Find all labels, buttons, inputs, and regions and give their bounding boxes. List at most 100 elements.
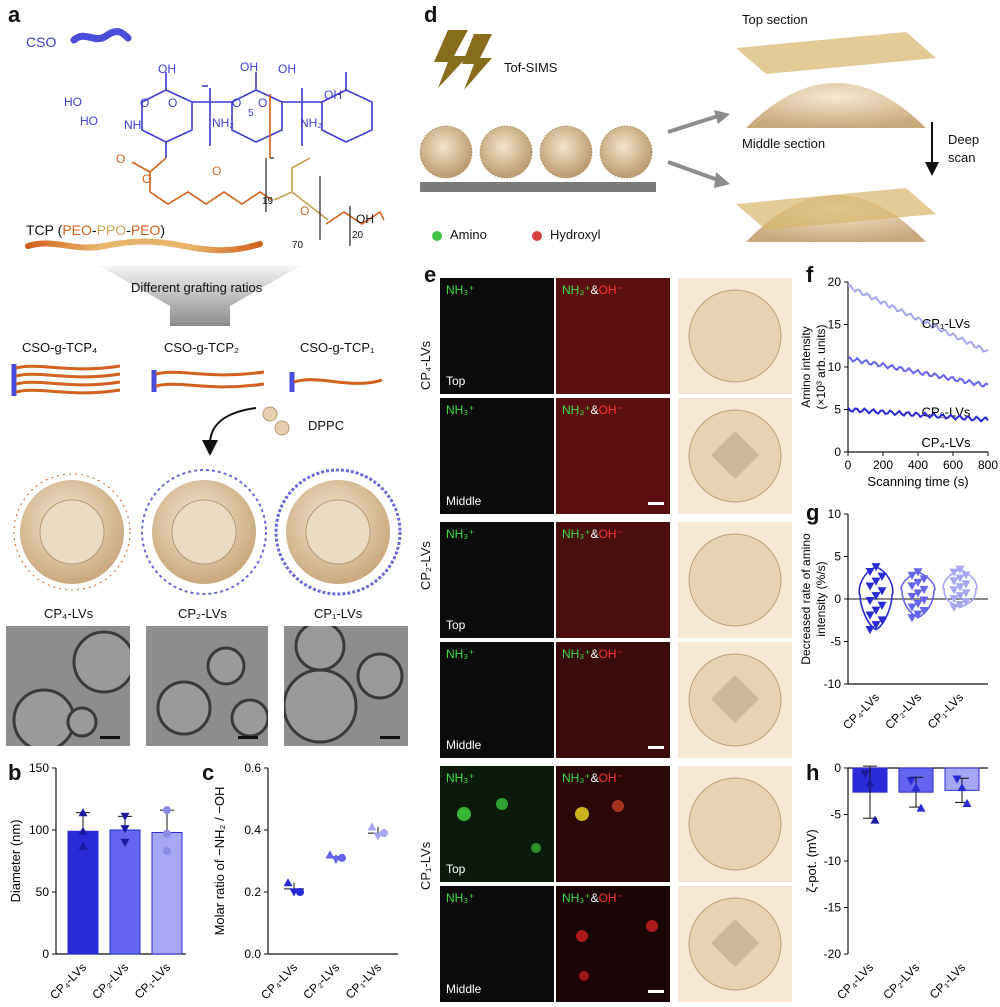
overlay-oh: OH⁻ [598,891,623,905]
chem-oh-3: OH [278,62,296,76]
chart-g-point [949,595,959,604]
chem-o-3: O [232,96,242,110]
overlay-nh3: NH₃⁺ [562,771,591,785]
chem-sub-70: 70 [292,240,304,251]
chart-g-y-tick-label: -10 [824,677,842,691]
chem-nh: NH [124,118,142,132]
chart-f-x-tick-label: 600 [943,458,963,472]
lightning-icon [434,30,492,90]
chart-g-point [961,598,971,607]
chart-h-y-tick-label: 0 [834,761,841,775]
nh3-label: NH₃⁺ [446,771,475,785]
chart-h-point [962,798,972,807]
chart-g-point [877,616,887,625]
diverging-arrows [667,110,730,188]
nh3-label: NH₃⁺ [446,403,475,417]
chem-ho-1: HO [64,95,82,109]
chart-g-point [961,589,971,598]
chem-oh-2: OH [240,60,258,74]
chart-g-point [955,592,965,601]
chart-h-x-tick-label: CP₂-LVs [880,960,922,1002]
chart-g-y-tick-label: 5 [834,550,841,564]
chart-g-point [949,568,959,577]
panel-label-f: f [806,262,814,287]
tcp-dash-1: - [91,222,97,238]
chart-g-point [949,603,959,612]
chem-sub-5: 5 [248,108,254,119]
chart-c-y-tick-label: 0.0 [244,947,261,961]
chart-b-y-label: Diameter (nm) [8,819,23,902]
panel-label-g: g [806,500,820,525]
chart-c-y-tick-label: 0.4 [244,823,261,837]
overlay-label: NH₃⁺&OH⁻ [562,891,623,905]
panel-label-a: a [8,2,21,27]
chart-c-x-tick-label: CP₄-LVs [258,960,300,1002]
chart-g-point [865,567,875,577]
chart-c-y-tick-label: 0.2 [244,885,261,899]
chart-h-point [870,815,880,824]
chart-g-point [907,603,917,612]
chemical-structure [131,72,385,246]
chart-g-violin [858,565,894,631]
chart-g-point [865,582,875,591]
chart-f-y-tick-label: 0 [834,445,841,459]
overlay-amp: & [590,771,599,785]
top-label: Top [446,374,466,388]
chart-g-point [871,621,881,630]
chart-f-series-line [847,355,989,388]
polymer-label-1: CSO-g-TCP₁ [300,340,375,355]
deep-scan-arrow [925,122,939,176]
scale-bar [648,990,664,993]
overlay-nh3: NH₃⁺ [562,891,591,905]
chart-g-point [877,587,887,596]
panel-label-b: b [8,760,22,785]
tcp-peo-2: PEO [130,222,161,238]
chart-g-point [865,626,875,635]
panel-label-c: c [202,760,215,785]
vesicle-substrate [420,125,656,192]
tofsims-label: Tof-SIMS [504,60,558,75]
chem-ho-2: HO [80,114,98,128]
chart-b-x-tick-label: CP₂-LVs [89,960,131,1002]
chart-b-y-tick-label: 50 [36,885,50,899]
chem-sub-20: 20 [352,230,364,241]
schematic-cp1-top [678,766,792,882]
polymer-chains [11,364,383,396]
chart-g-point [913,599,923,609]
dppc-label: DPPC [308,418,345,433]
chart-h-y-tick-label: -10 [824,854,842,868]
chem-nh2-1: NH₂ [212,116,234,130]
chart-g-point [865,596,875,606]
chart-h-point [906,777,916,786]
chem-o-8: O [300,204,310,218]
chart-f-y-tick-label: 10 [828,360,842,374]
chart-g-y-tick-label: 10 [828,507,842,521]
chart-g-y-tick-label: 0 [834,592,841,606]
overlay-label: NH₃⁺&OH⁻ [562,283,623,297]
chart-b-x-tick-label: CP₄-LVs [47,960,89,1002]
amino-label: Amino [450,227,487,242]
chart-h: -20 -15 -10 -5 0 ζ-pot. (mV) CP₄-LVs CP₂-LVs CP₁… [804,761,988,1002]
chart-h-x-tick-label: CP₄-LVs [834,960,876,1002]
chart-f-x-tick-label: 400 [908,458,928,472]
tcp-chain-icon [25,238,263,254]
tofsims-overlay-cp4-top: NH₃⁺&OH⁻ [556,278,670,394]
overlay-amp: & [590,527,599,541]
chart-c-point [283,878,293,887]
tem-image-cp1 [284,626,408,746]
chart-g-point [877,601,887,610]
chart-b-bar [109,829,141,955]
chart-g-point [919,585,929,594]
nh3-label: NH₃⁺ [446,647,475,661]
chem-o-4: O [258,96,268,110]
chart-h-y-tick-label: -15 [824,901,842,915]
chart-b-y-tick-label: 0 [42,947,49,961]
chart-c: 0.0 0.2 0.4 0.6 Molar ratio of −NH₂ / −OH CP₄… [212,761,398,1002]
chart-h-y-tick-label: -5 [830,808,841,822]
chart-h-point [865,778,875,787]
chart-b-x-tick-label: CP₁-LVs [132,960,173,1001]
chart-f-series-line [847,407,989,423]
overlay-nh3: NH₃⁺ [562,283,591,297]
chart-g-point [949,577,959,586]
